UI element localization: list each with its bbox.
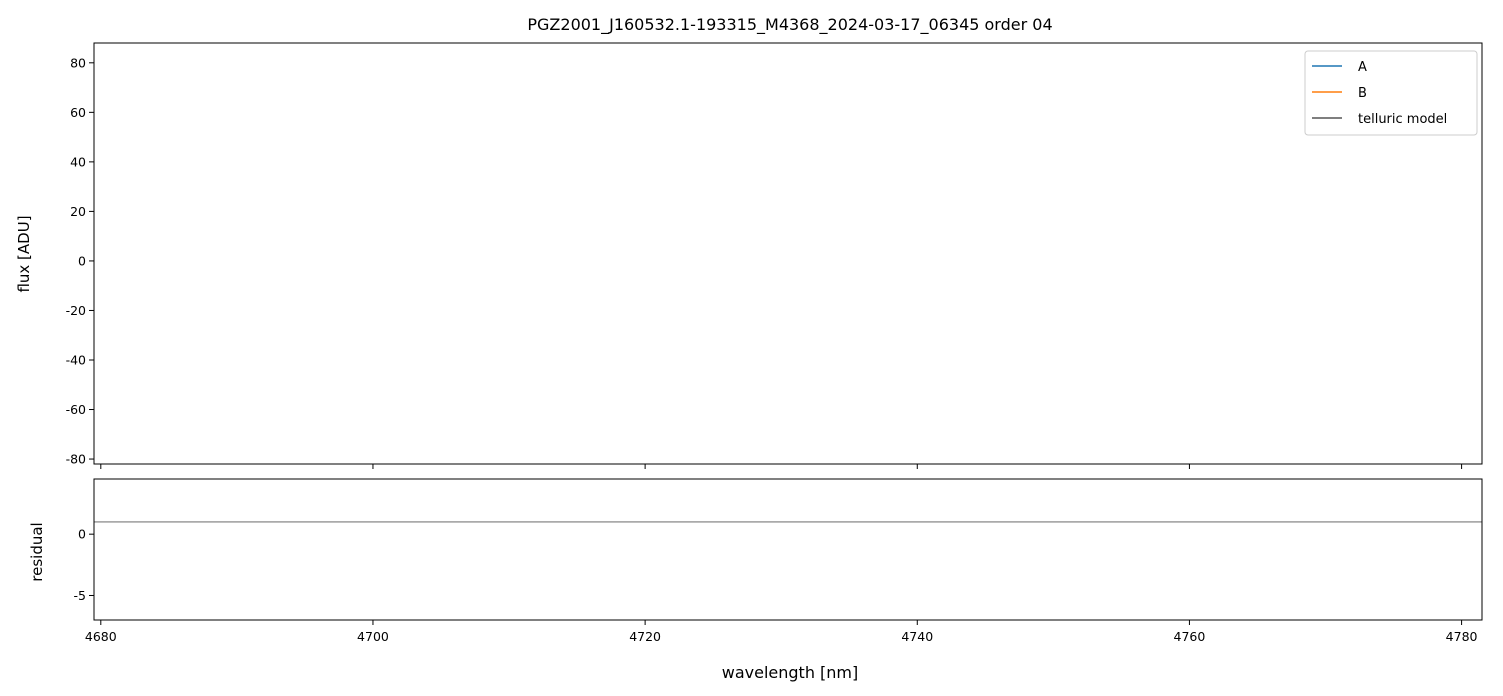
flux-y-tick-label: -80 [66, 452, 86, 467]
flux-y-tick-label: 80 [70, 55, 86, 70]
legend-label-a: A [1358, 60, 1367, 75]
legend-label-telluric: telluric model [1358, 112, 1447, 127]
flux-y-axis: -80 -60 -40 -20 0 20 40 60 80 [66, 55, 94, 467]
flux-panel-frame [93, 42, 1483, 465]
flux-y-tick-label: 0 [78, 253, 86, 268]
x-axis-label: wavelength [nm] [722, 663, 859, 682]
x-tick-label: 4720 [629, 629, 661, 644]
x-tick-label: 4740 [901, 629, 933, 644]
flux-y-tick-label: -20 [66, 303, 86, 318]
legend-frame [1304, 50, 1478, 136]
residual-y-axis-label: residual [28, 522, 46, 581]
x-tick-label: 4760 [1174, 629, 1206, 644]
residual-y-tick-label: -5 [74, 588, 86, 603]
flux-y-axis-label: flux [ADU] [15, 215, 33, 292]
flux-y-tick-label: -60 [66, 402, 86, 417]
x-tick-label: 4700 [357, 629, 389, 644]
residual-plot-area [94, 521, 1482, 523]
residual-x-axis: 4680 4700 4720 4740 4760 4780 [85, 620, 1478, 644]
x-tick-label: 4780 [1446, 629, 1478, 644]
legend: A B telluric model [1304, 50, 1478, 136]
legend-label-b: B [1358, 86, 1367, 101]
flux-y-tick-label: 60 [70, 105, 86, 120]
flux-y-tick-label: -40 [66, 352, 86, 367]
residual-y-tick-label: 0 [78, 527, 86, 542]
flux-x-axis [100, 464, 1463, 469]
flux-y-tick-label: 40 [70, 154, 86, 169]
flux-y-tick-label: 20 [70, 204, 86, 219]
residual-y-axis: -5 0 [74, 527, 94, 603]
chart-title: PGZ2001_J160532.1-193315_M4368_2024-03-1… [527, 15, 1052, 35]
x-tick-label: 4680 [85, 629, 117, 644]
residual-panel-frame [93, 478, 1483, 621]
flux-panel: -80 -60 -40 -20 0 20 40 60 80 flux [ADU] A B tel… [15, 42, 1483, 469]
residual-panel: -5 0 4680 4700 4720 4740 4760 4780 residual wa… [28, 478, 1483, 682]
